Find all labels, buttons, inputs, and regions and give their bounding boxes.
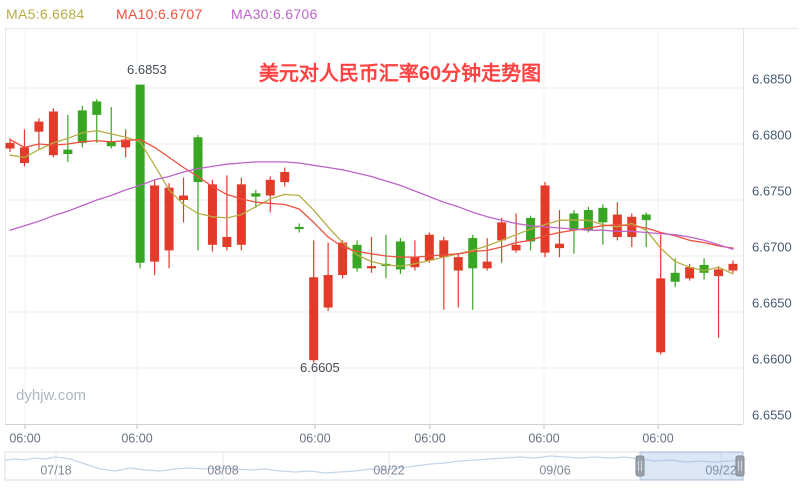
candle-body	[670, 272, 680, 282]
candle-body	[193, 137, 203, 183]
candle-body	[367, 266, 376, 269]
x-axis-label: 06:00	[528, 431, 559, 445]
ma10-line	[9, 138, 734, 258]
candle-body	[439, 240, 449, 258]
y-axis-label: 6.6800	[752, 127, 792, 142]
x-axis-label: 06:00	[121, 431, 152, 445]
candle-body	[656, 278, 666, 353]
candle-body	[92, 101, 102, 115]
candle-body	[627, 216, 637, 237]
high-price-label: 6.6853	[127, 62, 167, 77]
candle-body	[497, 222, 507, 241]
x-axis-label: 06:00	[414, 431, 445, 445]
y-axis-label: 6.6850	[752, 71, 792, 86]
candle-body	[410, 257, 420, 268]
navigator-right-handle[interactable]	[735, 455, 745, 477]
y-axis-label: 6.6750	[752, 183, 792, 198]
candle-body	[714, 269, 724, 277]
candle-body	[352, 244, 362, 269]
candle-body	[554, 243, 564, 249]
candle-body	[323, 275, 333, 308]
navigator-track[interactable]	[4, 451, 744, 481]
candle-body	[48, 111, 58, 156]
candle-body	[482, 261, 492, 269]
navigator-date-label: 09/22	[705, 463, 736, 477]
navigator-date-label: 08/22	[373, 463, 404, 477]
navigator-date-label: 09/06	[539, 463, 570, 477]
candle-body	[106, 141, 116, 147]
candle-body	[135, 84, 145, 263]
candle-body	[222, 236, 232, 248]
candle-body	[77, 110, 87, 143]
candle-body	[265, 179, 275, 196]
candle-body	[685, 267, 695, 279]
low-price-label: 6.6605	[300, 360, 340, 375]
candle-body	[121, 139, 131, 148]
candle-body	[309, 277, 319, 361]
navigator-date-label: 08/08	[207, 463, 238, 477]
navigator-selection[interactable]	[639, 451, 744, 481]
candle-body	[395, 241, 405, 270]
ma30-line	[9, 161, 734, 250]
navigator-date-label: 07/18	[40, 463, 71, 477]
candle-body	[598, 207, 608, 223]
candle-body	[251, 193, 261, 197]
ma10-indicator: MA10:6.6707	[116, 6, 203, 22]
candle-body	[511, 244, 521, 251]
candle-body	[5, 142, 15, 149]
ma5-line	[9, 129, 734, 275]
candle-body	[468, 238, 478, 269]
candle-body	[179, 195, 189, 200]
candle-body	[34, 121, 44, 132]
navigator-mini-line	[4, 455, 743, 474]
candle-body	[280, 172, 290, 183]
candle-body	[164, 187, 174, 251]
candle-body	[569, 213, 579, 231]
x-axis-label: 06:00	[299, 431, 330, 445]
candle-body	[612, 214, 622, 237]
ma30-indicator: MA30:6.6706	[231, 6, 318, 22]
candle-body	[424, 234, 434, 261]
navigator-left-handle[interactable]	[635, 455, 645, 477]
chart-title: 美元对人民币汇率60分钟走势图	[258, 63, 542, 85]
candle-body	[338, 242, 348, 276]
y-axis-label: 6.6550	[752, 407, 792, 422]
candle-body	[453, 257, 463, 271]
candle-body	[63, 149, 73, 155]
y-axis-label: 6.6700	[752, 239, 792, 254]
candle-body	[19, 147, 29, 164]
candle-body	[207, 184, 217, 245]
ma5-indicator: MA5:6.6684	[6, 6, 85, 22]
candle-body	[699, 264, 709, 273]
y-axis-label: 6.6600	[752, 351, 792, 366]
x-axis-label: 06:00	[642, 431, 673, 445]
y-axis-label: 6.6650	[752, 295, 792, 310]
candle-body	[641, 214, 651, 221]
candle-body	[150, 185, 160, 262]
watermark: dyhjw.com	[16, 387, 87, 404]
candle-body	[728, 263, 738, 271]
x-axis-label: 06:00	[9, 431, 40, 445]
candle-body	[540, 185, 550, 253]
candle-body	[294, 226, 304, 230]
